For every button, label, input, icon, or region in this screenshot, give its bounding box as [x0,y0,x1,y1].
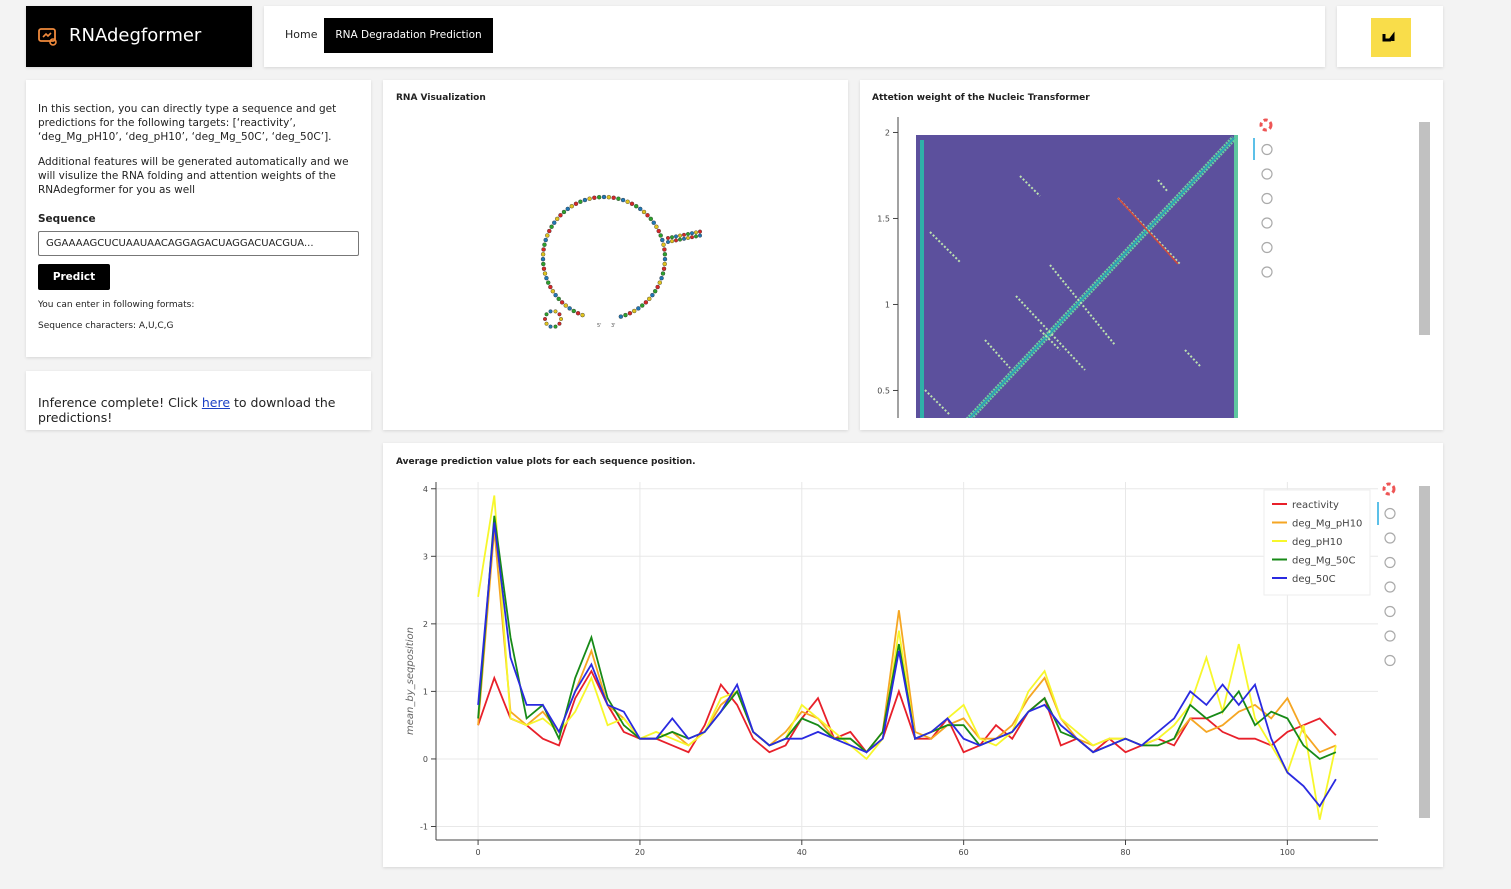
brand-icon [38,28,57,46]
inference-panel: Inference complete! Click here to downlo… [26,371,371,430]
predict-button[interactable]: Predict [38,264,110,290]
rna-panel: RNA Visualization [383,80,848,430]
nav-active[interactable]: RNA Degradation Prediction [324,18,493,53]
intro-text: In this section, you can directly type a… [38,103,337,143]
prediction-panel: Average prediction value plots for each … [383,443,1443,867]
inference-text: Inference complete! Click here to downlo… [38,395,358,425]
input-panel: In this section, you can directly type a… [26,80,371,357]
inference-after: to download the predictions! [38,395,336,425]
brand-bar: RNAdegformer [26,6,252,67]
inference-before: Inference complete! Click [38,395,202,410]
characters-text: Sequence characters: A,U,C,G [38,321,174,331]
attention-title: Attetion weight of the Nucleic Transform… [872,93,1090,103]
chart-title: Average prediction value plots for each … [396,457,696,467]
logo-mark [1382,31,1395,42]
nav-home[interactable]: Home [285,28,318,41]
sequence-input[interactable]: GGAAAAGCUCUAAUAACAGGAGACUAGGACUACGUA... [38,231,359,256]
nav-bar: Home RNA Degradation Prediction [264,6,1325,67]
download-link[interactable]: here [201,395,231,410]
attention-panel: Attetion weight of the Nucleic Transform… [860,80,1443,430]
formats-text: You can enter in following formats: [38,300,195,310]
logo-card [1337,6,1443,67]
sequence-label: Sequence [38,213,96,225]
brand-name: RNAdegformer [69,25,202,46]
logo[interactable] [1371,18,1411,57]
features-text: Additional features will be generated au… [38,156,349,196]
rna-title: RNA Visualization [396,93,486,103]
